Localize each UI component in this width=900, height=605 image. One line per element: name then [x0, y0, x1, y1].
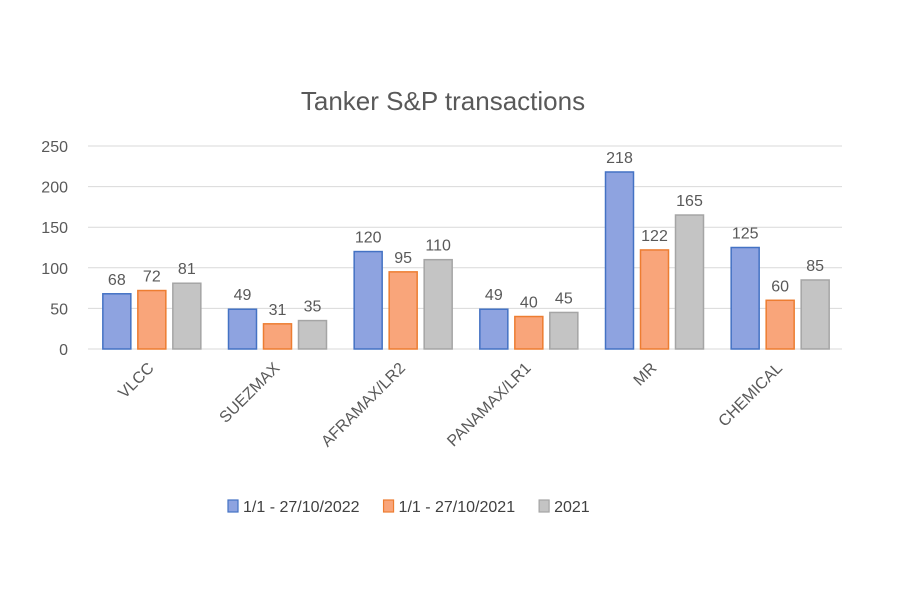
legend-label: 1/1 - 27/10/2022	[243, 499, 360, 516]
chart-title: Tanker S&P transactions	[301, 86, 585, 116]
legend-label: 2021	[554, 499, 590, 516]
x-tick-label: CHEMICAL	[716, 360, 787, 431]
bar	[730, 246, 760, 350]
x-axis-ticks: VLCC SUEZMAX AFRAMAX/LR2 PANAMAX/LR1 MR CHEMI…	[115, 360, 786, 451]
legend-swatch	[227, 499, 239, 513]
y-tick-label: 0	[59, 342, 68, 359]
data-label: 72	[143, 269, 161, 286]
data-label: 85	[806, 258, 824, 275]
data-label: 35	[304, 299, 322, 316]
data-label: 218	[606, 150, 633, 167]
data-label: 165	[676, 193, 703, 210]
y-tick-label: 100	[41, 261, 68, 278]
legend-swatch	[382, 499, 395, 513]
bar	[479, 308, 509, 350]
bar	[800, 279, 830, 350]
bar	[639, 249, 670, 350]
bar	[388, 271, 418, 350]
data-labels: 68 72 81 49 31 35 120 95 110 49 40 45 218 122 165 125 60…	[108, 150, 824, 319]
gridlines	[88, 145, 842, 350]
data-label: 110	[425, 238, 451, 255]
bar	[353, 250, 383, 350]
data-label: 120	[355, 230, 382, 247]
data-label: 45	[555, 290, 573, 307]
bar	[262, 323, 293, 350]
x-tick-label: PANAMAX/LR1	[444, 360, 534, 450]
data-label: 81	[178, 261, 196, 278]
legend-label: 1/1 - 27/10/2021	[399, 499, 516, 516]
x-tick-label: VLCC	[115, 360, 157, 402]
data-label: 49	[234, 287, 252, 304]
bar	[137, 289, 167, 350]
bar	[514, 315, 544, 350]
data-label: 31	[269, 302, 287, 319]
bar	[604, 171, 635, 350]
y-tick-label: 150	[41, 220, 68, 237]
bar	[102, 293, 132, 350]
y-tick-label: 200	[41, 180, 68, 197]
bar	[297, 319, 328, 350]
legend-swatch	[538, 499, 550, 513]
legend: 1/1 - 27/10/2022 1/1 - 27/10/2021 2021	[227, 499, 590, 516]
x-tick-label: MR	[631, 360, 661, 390]
y-tick-label: 50	[50, 301, 68, 318]
x-tick-label: SUEZMAX	[217, 360, 284, 427]
x-tick-label: AFRAMAX/LR2	[318, 360, 409, 451]
bar	[423, 258, 453, 350]
data-label: 125	[732, 226, 759, 243]
data-label: 122	[641, 228, 668, 245]
bar	[674, 214, 705, 350]
bar	[227, 308, 258, 350]
data-label: 95	[394, 250, 412, 267]
bar	[549, 311, 579, 350]
bar	[765, 299, 795, 350]
data-label: 60	[771, 278, 789, 295]
y-axis-ticks: 0 50 100 150 200 250	[41, 139, 68, 359]
y-tick-label: 250	[41, 139, 68, 156]
bars	[102, 171, 830, 350]
data-label: 49	[485, 287, 503, 304]
data-label: 68	[108, 272, 126, 289]
bar	[172, 282, 202, 350]
data-label: 40	[520, 295, 538, 312]
